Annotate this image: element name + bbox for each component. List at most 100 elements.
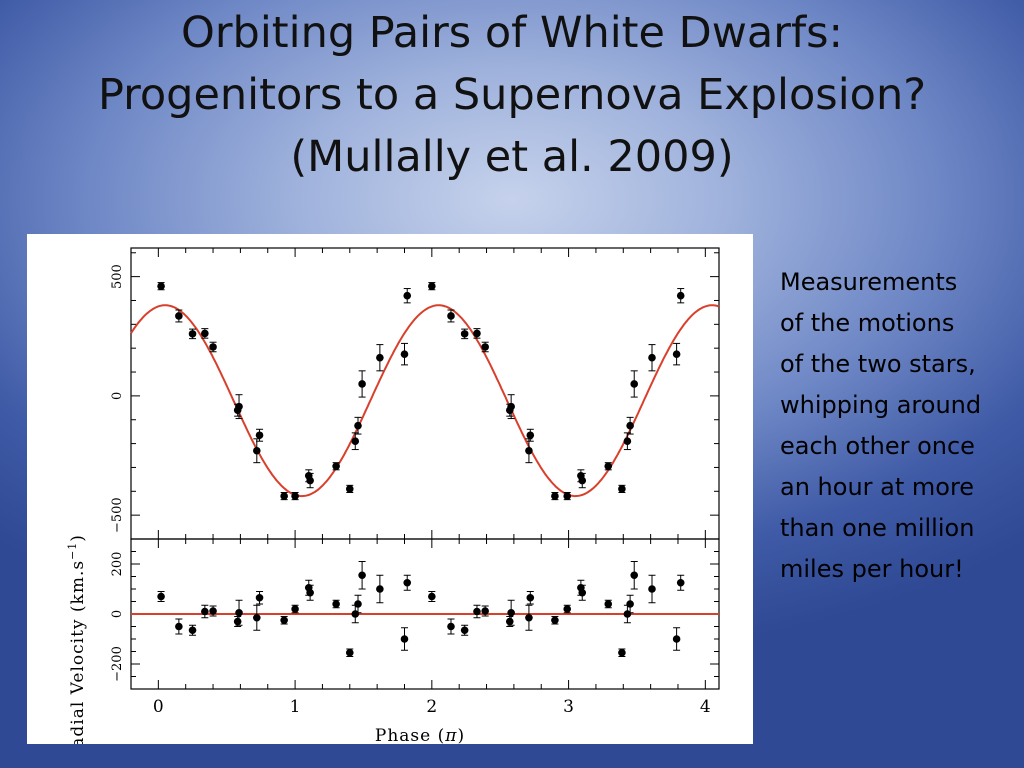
velocity-data-point	[630, 380, 639, 388]
residual-data-point	[626, 600, 634, 608]
caption-line-4: whipping around	[780, 391, 982, 419]
velocity-data-point	[473, 329, 481, 338]
residual-data-point	[618, 648, 626, 657]
residual-data-point	[604, 600, 613, 608]
velocity-data-point	[403, 291, 412, 300]
velocity-data-point	[604, 462, 613, 471]
residual-data-point	[507, 608, 515, 617]
y-tick-label: 0	[110, 610, 125, 618]
residual-data-point	[209, 607, 217, 615]
x-tick-label: 4	[700, 697, 711, 717]
velocity-data-point	[253, 446, 261, 455]
y-tick-label: 200	[110, 552, 125, 577]
residual-data-point	[332, 600, 340, 608]
caption-line-8: miles per hour!	[780, 555, 964, 583]
velocity-data-point	[235, 402, 243, 411]
y-tick-label: −200	[110, 646, 125, 682]
residual-data-point	[563, 605, 572, 613]
residual-data-point	[201, 607, 209, 616]
residual-data-point	[306, 588, 314, 597]
x-tick-label: 2	[426, 697, 437, 717]
velocity-data-point	[563, 492, 572, 500]
y-axis-label: Radial Velocity (km.s−1)	[66, 534, 88, 744]
residual-data-point	[235, 608, 243, 617]
velocity-data-point	[460, 330, 469, 338]
residual-data-point	[526, 593, 535, 602]
residual-data-point	[578, 588, 587, 597]
velocity-data-point	[526, 431, 535, 440]
y-tick-label: −500	[110, 497, 125, 533]
velocity-data-point	[255, 431, 264, 440]
velocity-data-point	[481, 343, 489, 351]
velocity-data-point	[525, 446, 533, 455]
velocity-data-point	[358, 380, 366, 388]
velocity-data-point	[618, 485, 626, 493]
x-tick-label: 0	[153, 697, 164, 717]
velocity-data-point	[676, 291, 685, 300]
residual-data-point	[525, 613, 533, 622]
caption-line-3: of the two stars,	[780, 350, 976, 378]
residual-data-point	[345, 648, 354, 657]
caption-line-2: of the motions	[780, 309, 955, 337]
velocity-data-point	[188, 330, 197, 338]
velocity-data-point	[578, 476, 587, 485]
velocity-data-point	[672, 350, 681, 358]
residual-data-point	[630, 571, 639, 580]
velocity-data-point	[507, 402, 515, 411]
residual-data-point	[481, 607, 489, 615]
caption-line-6: an hour at more	[780, 473, 975, 501]
title-line-3: (Mullally et al. 2009)	[290, 132, 734, 182]
velocity-data-point	[447, 312, 455, 320]
radial-velocity-figure: Radial Velocity (km.s−1) Phase (π) 0 1 2 3 4…	[27, 234, 753, 744]
caption-line-1: Measurements	[780, 268, 958, 296]
velocity-data-point	[626, 421, 634, 430]
slide-title: Orbiting Pairs of White Dwarfs: Progenit…	[0, 2, 1024, 188]
residual-data-point	[291, 605, 299, 613]
radial-velocity-chart: Radial Velocity (km.s−1) Phase (π) 0 1 2 3 4…	[66, 247, 720, 744]
residual-data-point	[505, 617, 514, 626]
velocity-data-point	[400, 350, 409, 358]
residual-data-point	[376, 585, 384, 593]
top-panel-frame	[130, 247, 720, 540]
velocity-data-point	[623, 437, 632, 446]
velocity-data-point	[345, 485, 354, 493]
caption-line-5: each other once	[780, 432, 975, 460]
residual-data-point	[460, 626, 469, 635]
residual-data-point	[551, 616, 559, 625]
velocity-data-point	[428, 282, 436, 290]
y-tick-label: 0	[110, 392, 125, 400]
x-tick-label: 1	[290, 697, 301, 717]
residual-data-point	[428, 592, 436, 601]
residual-data-point	[623, 610, 632, 618]
residual-data-point	[358, 571, 366, 580]
y-tick-label: 500	[110, 264, 125, 289]
residual-data-point	[233, 617, 242, 626]
slide-caption: Measurements of the motions of the two s…	[780, 262, 1020, 590]
velocity-data-point	[175, 312, 183, 320]
velocity-data-point	[648, 353, 656, 362]
residual-data-point	[157, 592, 165, 601]
velocity-data-point	[201, 329, 209, 338]
velocity-data-point	[351, 437, 360, 446]
velocity-data-point	[291, 492, 299, 500]
residual-data-point	[676, 578, 685, 587]
residual-data-point	[280, 616, 288, 625]
residual-data-point	[188, 626, 197, 635]
velocity-data-point	[332, 462, 340, 471]
residual-data-point	[473, 607, 481, 616]
residual-data-point	[447, 622, 455, 631]
title-line-1: Orbiting Pairs of White Dwarfs:	[181, 8, 843, 58]
residual-data-point	[400, 635, 409, 643]
x-tick-label: 3	[563, 697, 574, 717]
residual-data-point	[175, 622, 183, 631]
model-curve	[130, 304, 720, 498]
x-axis-label: Phase (π)	[375, 726, 465, 744]
velocity-data-point	[376, 353, 384, 362]
velocity-data-point	[354, 421, 362, 430]
velocity-data-point	[306, 476, 314, 485]
residual-data-point	[351, 610, 360, 618]
velocity-data-point	[551, 492, 559, 500]
velocity-data-point	[209, 343, 217, 351]
residual-data-point	[672, 635, 681, 643]
velocity-data-point	[157, 282, 165, 290]
